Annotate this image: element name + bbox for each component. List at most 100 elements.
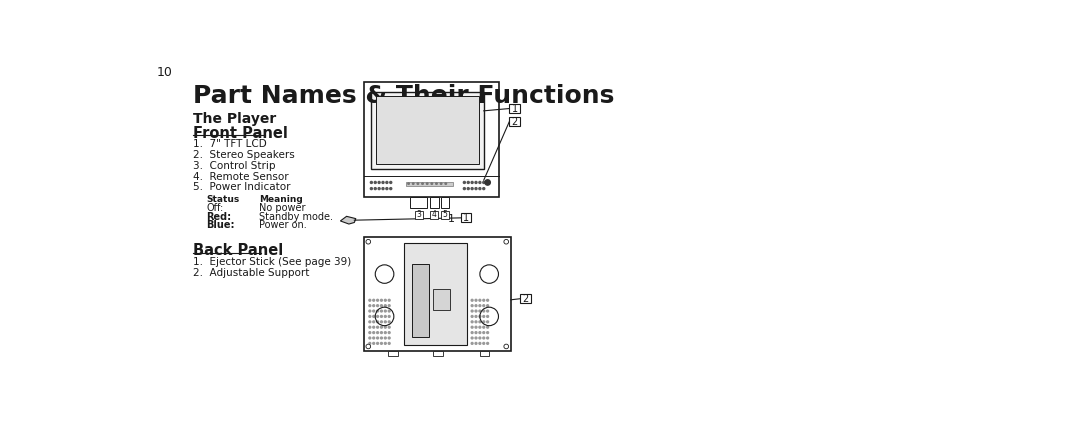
Text: 2: 2: [523, 294, 529, 304]
Circle shape: [380, 300, 382, 301]
Circle shape: [483, 310, 485, 312]
Circle shape: [475, 332, 477, 334]
Circle shape: [370, 187, 373, 190]
Circle shape: [382, 181, 384, 184]
Circle shape: [480, 307, 499, 326]
Circle shape: [478, 332, 481, 334]
Circle shape: [378, 187, 380, 190]
Circle shape: [468, 187, 469, 190]
Bar: [364, 237, 511, 351]
Circle shape: [390, 187, 392, 190]
Circle shape: [475, 305, 477, 307]
Circle shape: [427, 183, 428, 184]
Circle shape: [478, 181, 481, 184]
Circle shape: [373, 316, 375, 317]
Text: Back Panel: Back Panel: [193, 243, 283, 258]
Circle shape: [375, 265, 394, 283]
Circle shape: [389, 337, 390, 339]
Text: 1: 1: [463, 213, 469, 223]
Circle shape: [483, 332, 485, 334]
Circle shape: [487, 326, 488, 328]
Circle shape: [369, 305, 370, 307]
Text: 1: 1: [448, 214, 455, 224]
Circle shape: [373, 300, 375, 301]
Circle shape: [471, 300, 473, 301]
Circle shape: [384, 332, 387, 334]
Circle shape: [389, 300, 390, 301]
Circle shape: [366, 344, 370, 349]
Circle shape: [487, 332, 488, 334]
Circle shape: [369, 326, 370, 328]
Circle shape: [480, 265, 499, 283]
Circle shape: [475, 316, 477, 317]
Bar: [430, 211, 438, 218]
Circle shape: [483, 305, 485, 307]
Text: Red:: Red:: [206, 212, 231, 222]
Circle shape: [366, 239, 370, 244]
Circle shape: [475, 310, 477, 312]
Bar: [411, 264, 429, 337]
Circle shape: [475, 187, 477, 190]
Text: 2.  Adjustable Support: 2. Adjustable Support: [193, 268, 310, 278]
Bar: [460, 213, 471, 222]
Text: 1: 1: [512, 103, 517, 113]
Circle shape: [375, 307, 394, 326]
Bar: [433, 289, 450, 310]
Circle shape: [386, 187, 388, 190]
Bar: [510, 104, 521, 113]
Bar: [415, 211, 422, 218]
Text: Meaning: Meaning: [259, 195, 302, 204]
Text: The Player: The Player: [193, 112, 276, 126]
Circle shape: [478, 305, 481, 307]
Circle shape: [471, 181, 473, 184]
Bar: [372, 92, 484, 169]
Circle shape: [478, 337, 481, 339]
Circle shape: [471, 332, 473, 334]
Circle shape: [483, 300, 485, 301]
Text: 2.  Stereo Speakers: 2. Stereo Speakers: [193, 150, 295, 160]
Circle shape: [483, 181, 485, 184]
Circle shape: [369, 310, 370, 312]
Circle shape: [377, 300, 378, 301]
Text: Power on.: Power on.: [259, 220, 307, 230]
Text: 5: 5: [443, 210, 447, 219]
Text: 1.  7" TFT LCD: 1. 7" TFT LCD: [193, 140, 267, 149]
Circle shape: [377, 326, 378, 328]
Circle shape: [377, 310, 378, 312]
Circle shape: [487, 342, 488, 344]
Circle shape: [380, 310, 382, 312]
Circle shape: [445, 183, 446, 184]
Circle shape: [483, 342, 485, 344]
Bar: [433, 351, 443, 356]
Circle shape: [373, 326, 375, 328]
Circle shape: [377, 305, 378, 307]
Circle shape: [487, 310, 488, 312]
Circle shape: [373, 321, 375, 323]
Circle shape: [487, 337, 488, 339]
Circle shape: [475, 321, 477, 323]
Circle shape: [504, 344, 509, 349]
Circle shape: [369, 316, 370, 317]
Circle shape: [378, 181, 380, 184]
Circle shape: [377, 332, 378, 334]
Circle shape: [483, 316, 485, 317]
Circle shape: [380, 316, 382, 317]
Circle shape: [370, 181, 373, 184]
Circle shape: [384, 310, 387, 312]
Circle shape: [435, 183, 437, 184]
Circle shape: [475, 342, 477, 344]
Circle shape: [375, 181, 376, 184]
Bar: [389, 351, 397, 356]
Circle shape: [483, 326, 485, 328]
Circle shape: [422, 183, 423, 184]
Circle shape: [478, 342, 481, 344]
Circle shape: [478, 300, 481, 301]
Circle shape: [384, 305, 387, 307]
Circle shape: [485, 180, 490, 185]
Circle shape: [389, 332, 390, 334]
Circle shape: [389, 342, 390, 344]
Circle shape: [463, 181, 465, 184]
Circle shape: [417, 183, 419, 184]
Circle shape: [471, 316, 473, 317]
Circle shape: [389, 316, 390, 317]
